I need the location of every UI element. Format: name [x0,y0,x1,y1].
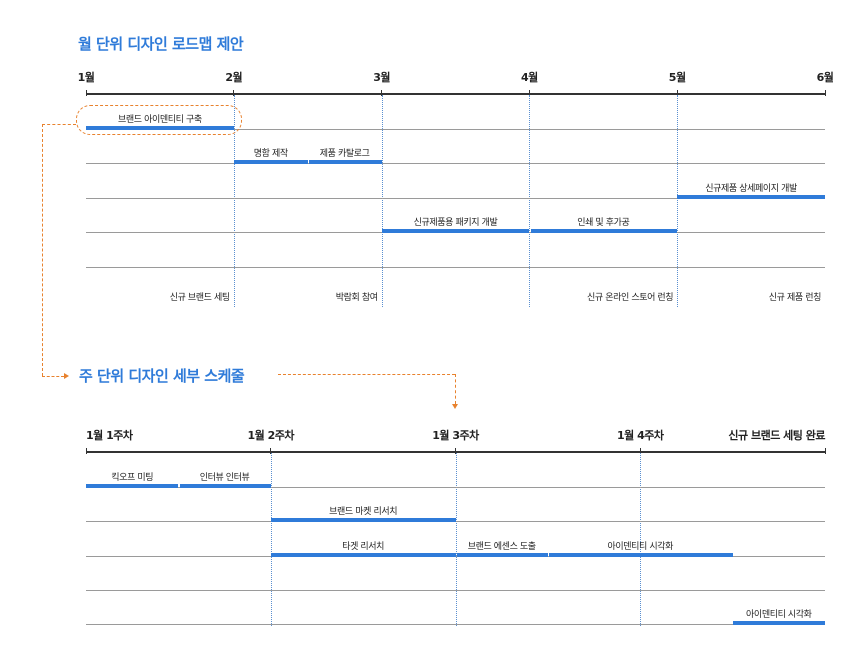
task-bar [270,518,456,522]
task-bar [732,621,825,625]
task-label: 신규제품용 패키지 개발 [413,218,498,228]
task-bar [530,229,678,233]
task-label: 인쇄 및 후가공 [577,218,630,228]
month-label: 1월 [77,71,95,84]
task-label: 타겟 리서치 [342,542,385,552]
month-label: 2월 [225,71,243,84]
axis-tick [639,448,641,454]
row-line [86,624,825,625]
task-bar [381,229,530,233]
month-gridline [677,95,679,307]
row-line [86,198,825,199]
axis-tick [824,90,826,96]
week-label: 1월 3주차 [432,429,479,442]
month-label: 4월 [521,71,538,84]
task-bar [677,195,825,199]
row-line [86,556,825,557]
task-label: 브랜드 아이덴티티 구축 [118,115,202,125]
task-label: 아이덴티티 시각화 [607,542,674,552]
row-line [86,163,825,164]
task-bar [309,160,382,164]
task-label: 킥오프 미팅 [111,473,154,483]
axis-tick [85,90,87,96]
task-label: 아이덴티티 시각화 [746,610,812,620]
task-label: 브랜드 마켓 리서치 [329,507,398,517]
month-label: 5월 [668,71,686,84]
task-label: 브랜드 에센스 도출 [467,542,536,552]
axis-tick [676,90,678,96]
axis-tick [270,448,272,454]
arrow-right-icon [64,373,69,379]
task-label: 신규제품 상세페이지 개발 [705,184,797,194]
milestone-label: 신규 제품 런칭 [768,293,822,303]
month-gridline [233,95,235,307]
milestone-label: 박람회 참여 [335,293,378,303]
row-line [86,267,825,268]
month-gridline [381,95,383,307]
task-bar [270,553,456,557]
week-label: 1월 1주차 [86,429,133,442]
timeline-axis [86,93,825,95]
row-line [86,521,825,522]
connector-line [42,124,43,376]
axis-tick [85,448,87,454]
month-gridline [529,95,531,307]
week-label: 1월 4주차 [617,429,664,442]
row-line [86,129,825,130]
weekly-schedule-title: 주 단위 디자인 세부 스케줄 [79,367,245,385]
milestone-label: 신규 브랜드 세팅 [169,293,230,303]
task-bar [233,160,308,164]
connector-line [455,374,456,404]
row-line [86,590,825,591]
week-gridline [455,453,457,626]
axis-tick [381,90,383,96]
axis-tick [824,448,826,454]
row-line [86,487,825,488]
milestone-label: 신규 온라인 스토어 런칭 [587,293,674,303]
week-gridline [640,453,642,626]
task-bar [549,553,733,557]
axis-tick [528,90,530,96]
connector-line [42,376,64,377]
task-bar [86,126,234,130]
task-label: 인터뷰 인터뷰 [199,473,250,483]
task-bar [179,484,271,488]
week-gridline [270,453,272,626]
week-label: 1월 2주차 [247,429,295,442]
month-label: 3월 [373,71,390,84]
axis-tick [233,90,235,96]
month-label: 6월 [816,71,834,84]
connector-line [278,374,455,375]
week-label: 신규 브랜드 세팅 완료 [728,429,825,442]
highlight-outline [76,105,242,135]
task-bar [457,553,548,557]
monthly-roadmap-title: 월 단위 디자인 로드맵 제안 [78,35,244,53]
arrow-down-icon [452,404,458,409]
task-label: 명함 제작 [253,149,288,159]
task-bar [86,484,179,488]
connector-line [42,124,76,125]
axis-tick [455,448,456,454]
task-label: 제품 카탈로그 [319,149,370,159]
